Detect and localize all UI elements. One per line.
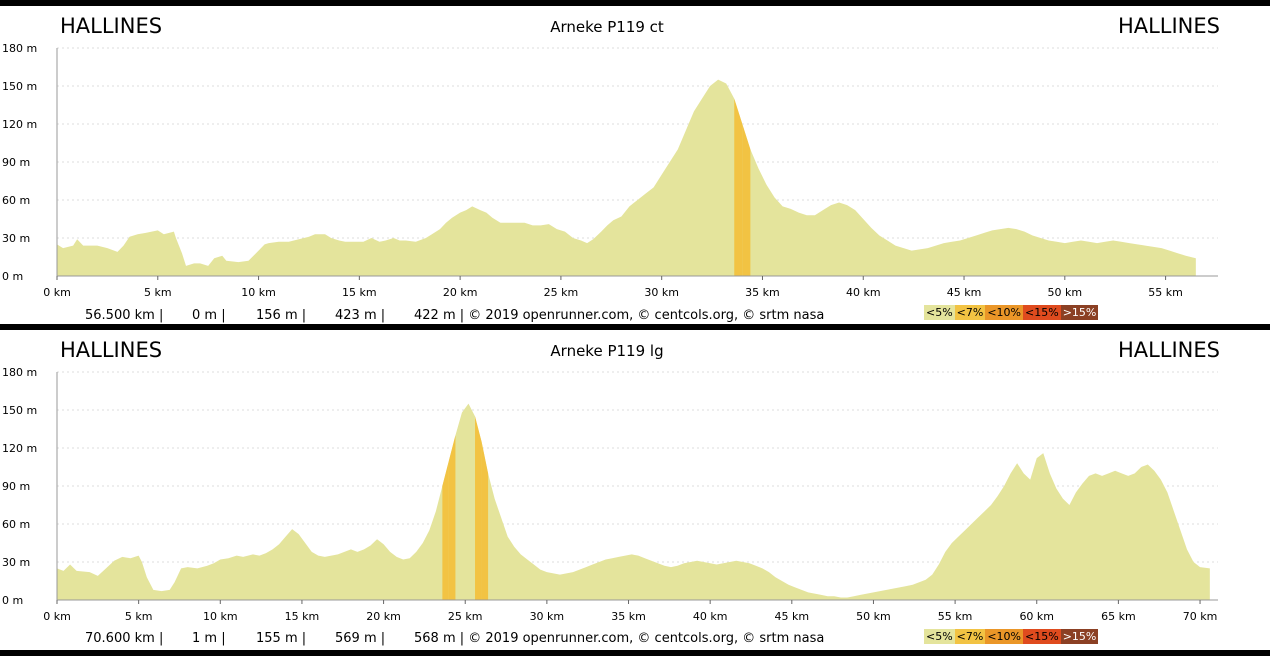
x-tick-label: 70 km [1183, 610, 1218, 623]
end-town-label: HALLINES [1117, 338, 1220, 362]
x-tick-label: 50 km [1048, 286, 1083, 299]
y-tick-label: 0 m [2, 270, 23, 283]
gradient-segment [475, 416, 482, 600]
y-tick-label: 150 m [2, 404, 37, 417]
x-tick-label: 10 km [203, 610, 238, 623]
y-tick-label: 120 m [2, 442, 37, 455]
stat-max-elevation: 156 m | [256, 308, 307, 323]
x-tick-label: 30 km [530, 610, 565, 623]
elevation-chart: 0 m 30 m 60 m 90 m 120 m 150 m 180 m 0 km 5 km 10… [2, 366, 1218, 623]
profile-panel-lg: HALLINES HALLINES Arneke P119 lg 0 m 30 m… [0, 330, 1270, 650]
profile-panel-ct: HALLINES HALLINES Arneke P119 ct 0 m 30 m… [0, 6, 1270, 324]
x-tick-label: 20 km [443, 286, 478, 299]
x-tick-label: 40 km [846, 286, 881, 299]
gradient-segment [442, 460, 449, 600]
x-tick-label: 10 km [241, 286, 276, 299]
x-tick-label: 0 km [43, 610, 71, 623]
y-tick-label: 30 m [2, 232, 30, 245]
gradient-segment [448, 435, 456, 600]
x-tick-label: 60 km [1019, 610, 1054, 623]
y-tick-label: 60 m [2, 518, 30, 531]
legend-item: <15% [1023, 305, 1061, 320]
y-tick-label: 0 m [2, 594, 23, 607]
y-tick-label: 90 m [2, 480, 30, 493]
stat-loss-credit: 422 m | © 2019 openrunner.com, © centcol… [414, 308, 825, 323]
elevation-chart: 0 m 30 m 60 m 90 m 120 m 150 m 180 m 0 km 5 km 10… [2, 42, 1218, 299]
legend-item: <5% [924, 305, 955, 320]
y-tick-label: 150 m [2, 80, 37, 93]
stat-max-elevation: 155 m | [256, 631, 307, 646]
x-tick-label: 35 km [611, 610, 646, 623]
x-tick-label: 0 km [43, 286, 71, 299]
legend-item: >15% [1060, 305, 1099, 320]
gradient-segment [734, 98, 743, 277]
elevation-area [57, 79, 1196, 277]
profile-title: Arneke P119 ct [550, 18, 664, 36]
x-tick-label: 15 km [342, 286, 377, 299]
x-tick-label: 5 km [144, 286, 172, 299]
y-tick-label: 90 m [2, 156, 30, 169]
gradient-legend: <5% <7% <10% <15% >15% [924, 305, 1099, 320]
legend-item: >15% [1060, 629, 1099, 644]
y-tick-label: 120 m [2, 118, 37, 131]
stat-min-elevation: 1 m | [192, 631, 226, 646]
stat-min-elevation: 0 m | [192, 308, 226, 323]
legend-item: <15% [1023, 629, 1061, 644]
legend-item: <5% [924, 629, 955, 644]
y-tick-label: 30 m [2, 556, 30, 569]
x-tick-label: 65 km [1101, 610, 1136, 623]
x-tick-label: 25 km [544, 286, 579, 299]
x-tick-label: 5 km [125, 610, 153, 623]
elevation-area [57, 403, 1210, 600]
x-tick-label: 55 km [1148, 286, 1183, 299]
stat-distance: 70.600 km | [85, 631, 164, 646]
end-town-label: HALLINES [1117, 14, 1220, 38]
x-tick-label: 45 km [775, 610, 810, 623]
legend-item: <7% [954, 629, 986, 644]
profile-title: Arneke P119 lg [550, 342, 664, 360]
gradient-segment [481, 441, 489, 600]
y-tick-label: 60 m [2, 194, 30, 207]
x-tick-label: 50 km [856, 610, 891, 623]
start-town-label: HALLINES [60, 14, 163, 38]
stat-gain: 423 m | [335, 308, 386, 323]
gradient-segment [742, 124, 751, 276]
legend-item: <7% [954, 305, 986, 320]
x-tick-label: 25 km [448, 610, 483, 623]
x-tick-label: 20 km [366, 610, 401, 623]
legend-item: <10% [985, 629, 1024, 644]
stat-loss-credit: 568 m | © 2019 openrunner.com, © centcol… [414, 631, 825, 646]
start-town-label: HALLINES [60, 338, 163, 362]
x-tick-label: 55 km [938, 610, 973, 623]
x-tick-label: 40 km [693, 610, 728, 623]
legend-item: <10% [985, 305, 1024, 320]
y-tick-label: 180 m [2, 366, 37, 379]
y-tick-label: 180 m [2, 42, 37, 55]
stat-distance: 56.500 km | [85, 308, 164, 323]
stat-gain: 569 m | [335, 631, 386, 646]
x-tick-label: 30 km [644, 286, 679, 299]
gradient-legend: <5% <7% <10% <15% >15% [924, 629, 1099, 644]
x-tick-label: 15 km [285, 610, 320, 623]
x-tick-label: 45 km [947, 286, 982, 299]
x-tick-label: 35 km [745, 286, 780, 299]
